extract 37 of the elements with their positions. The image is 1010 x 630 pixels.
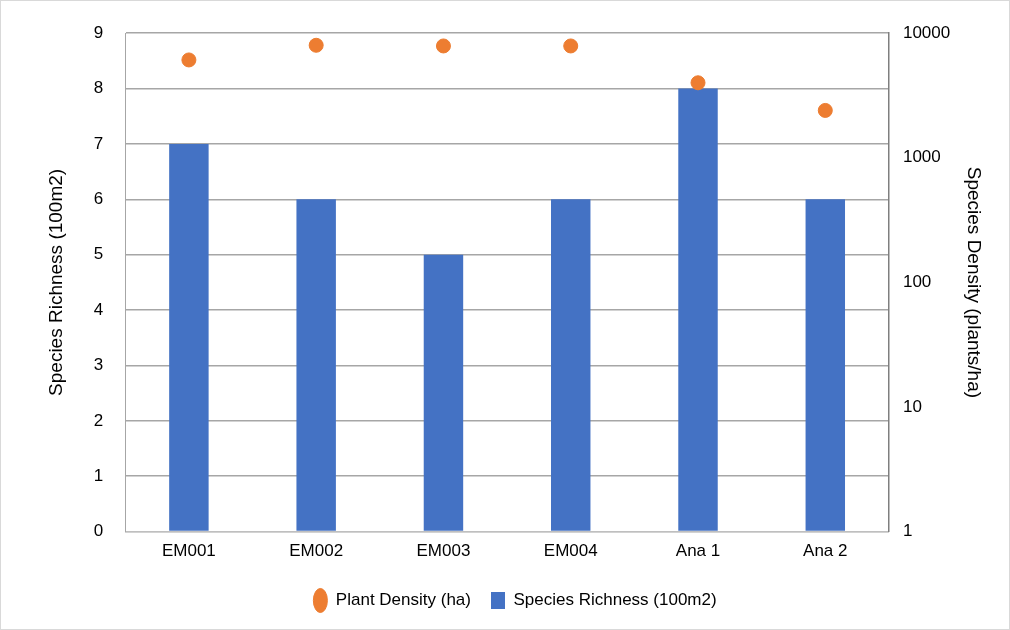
- x-tick-label: EM003: [416, 541, 471, 561]
- bar: [551, 199, 591, 531]
- x-tick-label: Ana 1: [675, 541, 721, 561]
- point: [181, 52, 197, 68]
- point: [690, 75, 706, 91]
- y2-axis-title: Species Density (plants/ha): [964, 166, 986, 399]
- point: [435, 38, 451, 54]
- y-tick-label: 1: [93, 465, 104, 485]
- bar: [296, 199, 336, 531]
- point: [308, 37, 324, 53]
- bar: [678, 88, 718, 531]
- point: [563, 38, 579, 54]
- y-tick-label: 5: [93, 244, 104, 264]
- legend-label: Plant Density (ha): [335, 590, 471, 610]
- y-tick-label: 8: [93, 78, 104, 98]
- bar: [423, 254, 464, 531]
- x-tick-label: EM001: [161, 541, 216, 561]
- y-tick-label: 0: [93, 521, 104, 541]
- y-tick-label: 2: [93, 410, 104, 430]
- y2-tick-label: 10: [902, 396, 922, 416]
- x-tick-label: EM004: [543, 541, 598, 561]
- x-tick-label: Ana 2: [803, 541, 848, 561]
- y2-tick-label: 100: [902, 272, 932, 292]
- legend-label: Species Richness (100m2): [513, 590, 717, 610]
- y2-tick-label: 1: [902, 521, 913, 541]
- y-axis-title: Species Richness (100m2): [44, 168, 66, 396]
- y-tick-label: 6: [93, 189, 104, 209]
- y-tick-label: 3: [93, 355, 104, 375]
- y-tick-label: 4: [93, 299, 104, 319]
- y2-tick-label: 10000: [902, 22, 951, 42]
- bar: [805, 199, 846, 531]
- x-tick-label: EM002: [289, 541, 344, 561]
- y2-tick-label: 1000: [902, 147, 941, 167]
- bar: [169, 143, 209, 531]
- point: [817, 102, 833, 118]
- y-tick-label: 9: [93, 22, 104, 42]
- y-tick-label: 7: [93, 133, 104, 153]
